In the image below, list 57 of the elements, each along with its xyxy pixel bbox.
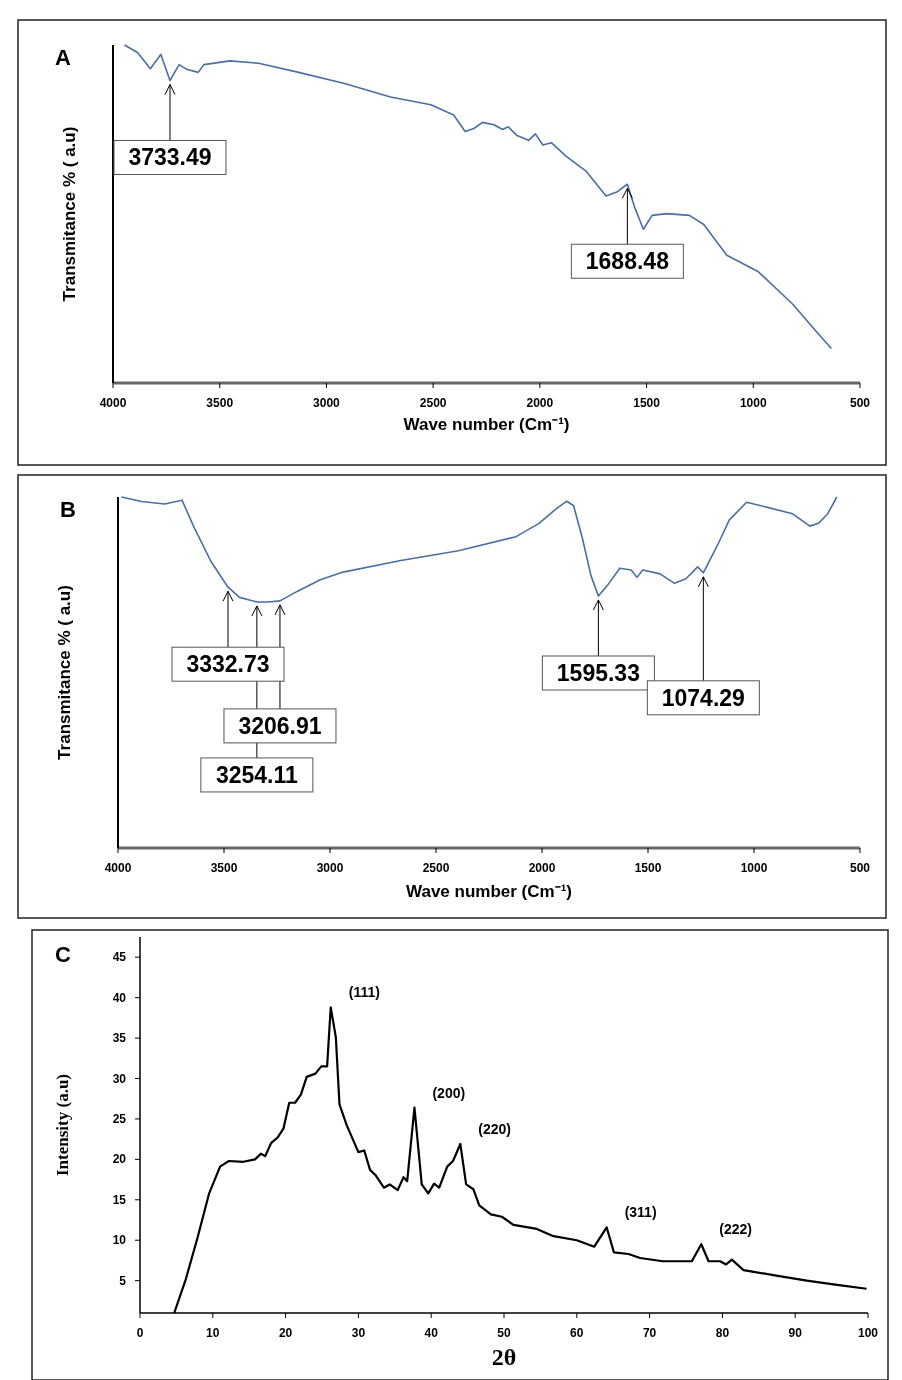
x-tick-label: 3000 bbox=[316, 861, 344, 875]
x-tick-label: 2500 bbox=[422, 861, 450, 875]
annotation: 3206.91 bbox=[238, 712, 322, 739]
chart-title: C bbox=[55, 942, 71, 967]
x-tick-label: 20 bbox=[278, 1326, 293, 1340]
x-tick-label: 3500 bbox=[210, 861, 238, 875]
annotation: 1688.48 bbox=[585, 248, 670, 275]
x-axis-title: 2θ bbox=[491, 1344, 517, 1370]
x-tick-label: 60 bbox=[570, 1326, 584, 1340]
y-tick-label: 40 bbox=[112, 990, 127, 1005]
x-tick-label: 0 bbox=[136, 1326, 144, 1340]
x-tick-label: 1000 bbox=[739, 396, 767, 410]
y-tick-label: 30 bbox=[112, 1071, 127, 1086]
y-axis-title: Transmitance % ( a.u) bbox=[60, 126, 79, 302]
x-tick-label: 3000 bbox=[313, 396, 341, 410]
annotation: 3332.73 bbox=[186, 651, 270, 678]
chart-title: B bbox=[60, 497, 76, 522]
y-tick-label: 5 bbox=[119, 1273, 127, 1288]
x-axis-title: Wave number (Cm⁻¹) bbox=[403, 415, 570, 434]
x-tick-label: 1500 bbox=[634, 861, 662, 875]
x-tick-label: 40 bbox=[424, 1326, 439, 1340]
annotation: (222) bbox=[719, 1221, 752, 1238]
annotation: 3254.11 bbox=[215, 761, 298, 788]
x-tick-label: 4000 bbox=[104, 861, 132, 875]
x-tick-label: 70 bbox=[642, 1326, 657, 1340]
annotation: (311) bbox=[624, 1204, 657, 1221]
x-tick-label: 2000 bbox=[526, 396, 554, 410]
x-axis-title: Wave number (Cm⁻¹) bbox=[406, 882, 572, 901]
x-tick-label: 30 bbox=[351, 1326, 366, 1340]
annotation: 1595.33 bbox=[556, 659, 640, 686]
y-tick-label: 10 bbox=[112, 1233, 127, 1248]
x-tick-label: 500 bbox=[849, 396, 871, 410]
x-tick-label: 3500 bbox=[206, 396, 234, 410]
annotation: (111) bbox=[348, 984, 380, 1001]
y-tick-label: 20 bbox=[112, 1152, 127, 1167]
annotation: 1074.29 bbox=[661, 684, 745, 711]
y-tick-label: 35 bbox=[112, 1031, 127, 1046]
x-tick-label: 500 bbox=[849, 861, 871, 875]
x-tick-label: 80 bbox=[715, 1326, 730, 1340]
x-tick-label: 50 bbox=[497, 1326, 511, 1340]
x-tick-label: 4000 bbox=[99, 396, 127, 410]
annotation: (200) bbox=[432, 1084, 466, 1101]
x-tick-label: 1000 bbox=[740, 861, 768, 875]
y-tick-label: 45 bbox=[112, 950, 127, 965]
x-tick-label: 90 bbox=[788, 1326, 803, 1340]
x-tick-label: 100 bbox=[857, 1326, 879, 1340]
x-tick-label: 2500 bbox=[419, 396, 447, 410]
y-axis-title: Transmitance % ( a.u) bbox=[55, 585, 74, 760]
y-tick-label: 25 bbox=[112, 1111, 127, 1126]
annotation: (220) bbox=[478, 1121, 512, 1137]
annotation: 3733.49 bbox=[128, 144, 212, 171]
y-axis-title: Intensity (a.u) bbox=[53, 1073, 72, 1177]
chart-title: A bbox=[55, 45, 71, 70]
x-tick-label: 10 bbox=[206, 1326, 220, 1340]
x-tick-label: 1500 bbox=[633, 396, 661, 410]
y-tick-label: 15 bbox=[112, 1192, 127, 1207]
x-tick-label: 2000 bbox=[528, 861, 556, 875]
